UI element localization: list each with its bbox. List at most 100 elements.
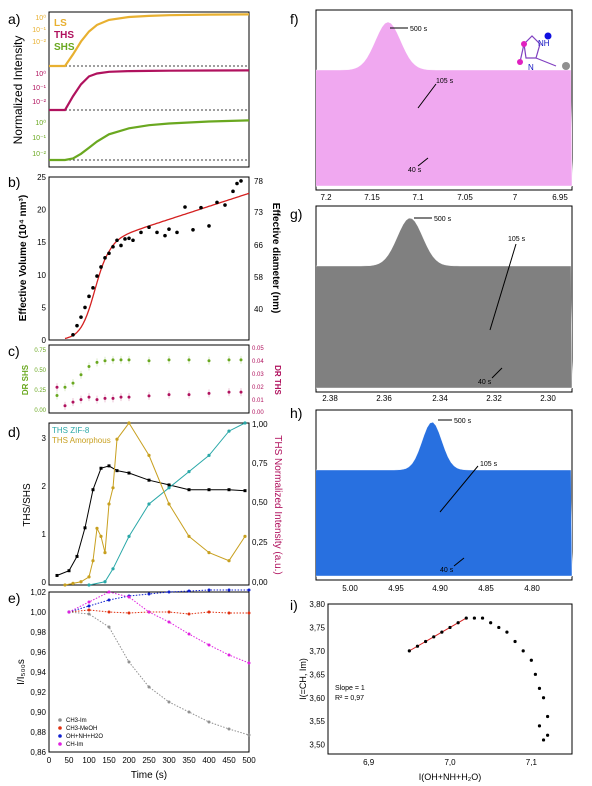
panel-i-point <box>546 733 550 737</box>
panel-b-series <box>64 179 250 340</box>
panel-a-ticks: 10⁰ 10⁻¹ 10⁻² 10⁰ 10⁻¹ 10⁻² 10⁰ 10⁻¹ 10⁻… <box>32 14 46 158</box>
panel-e-frame <box>48 591 250 753</box>
panel-c-point-shs <box>207 359 211 363</box>
panel-i-point <box>533 672 538 676</box>
panel-a-tick: 10⁻² <box>32 151 46 158</box>
panel-i-point <box>546 714 550 719</box>
panel-b-point <box>223 203 227 207</box>
panel-c-ltick: 0.50 <box>34 368 46 374</box>
panel-d-point-zif <box>243 421 247 425</box>
panel-c-point-ths <box>71 400 75 404</box>
panel-i-series <box>407 616 550 742</box>
legend-marker-ohnh <box>58 734 62 738</box>
panel-b-point <box>103 256 107 260</box>
panel-d-y2tick: 0,75 <box>252 459 268 468</box>
panel-d-point-zif <box>207 453 211 457</box>
panel-h-ann-105: 105 s <box>480 461 498 468</box>
panel-d-point-zif <box>111 567 115 571</box>
panel-d-point-zif <box>87 583 91 587</box>
panel-c-point-shs <box>63 385 67 389</box>
panel-b-point <box>155 230 159 235</box>
panel-b-point <box>131 238 135 243</box>
panel-d-series <box>55 421 247 587</box>
panel-d-point-amorphous <box>187 534 191 539</box>
panel-b-yticks: 0 5 10 15 20 25 <box>37 173 46 345</box>
panel-i-point <box>472 616 476 620</box>
panel-i-point <box>440 630 444 634</box>
panel-b-y2label: Effective diameter (nm) <box>270 203 281 314</box>
panel-c-point-ths <box>227 390 231 394</box>
panel-c-point-ths <box>119 395 123 399</box>
panel-c-point-shs <box>227 358 231 362</box>
legend-ch3meoh: CH3-MeOH <box>66 726 97 732</box>
panel-a-tick: 10⁻¹ <box>32 135 46 142</box>
panel-d-point-amorphous <box>127 421 131 425</box>
panel-d-point-amorphous <box>87 575 91 579</box>
panel-h-arrow-105 <box>439 465 479 513</box>
panel-e-ytick: 0,92 <box>30 688 46 697</box>
panel-f-xtick: 7 <box>513 193 518 202</box>
panel-d-ratio-point <box>207 488 211 492</box>
panel-i-point <box>537 686 542 690</box>
panel-label-b: b) <box>8 174 20 190</box>
panel-c-point-shs <box>55 393 59 397</box>
panel-i-point <box>537 724 542 728</box>
panel-a-line-ls <box>49 13 250 68</box>
panel-d-ratio-point <box>91 488 95 492</box>
panel-e-ytick: 0,88 <box>30 728 46 737</box>
panel-g-xtick: 2.32 <box>486 394 502 403</box>
panel-b-point <box>71 332 75 337</box>
panel-b-point <box>163 233 167 238</box>
panel-b-point <box>75 323 79 328</box>
panel-b-point <box>239 179 243 183</box>
panel-i-point <box>497 625 501 630</box>
panel-e-ylabel: I/I₅₀₀s <box>16 659 27 685</box>
panel-d-point-amorphous <box>227 559 231 563</box>
panel-h-spectra <box>316 421 573 577</box>
panel-a-line-ths <box>49 69 250 112</box>
panel-g-spectra <box>316 217 573 389</box>
panel-e-point-oh-nh-h2o <box>247 588 251 592</box>
panel-a-series <box>49 13 250 162</box>
panel-c-point-ths <box>79 398 83 402</box>
panel-b-ytick: 20 <box>37 206 46 215</box>
panel-e-xtick: 100 <box>82 756 96 765</box>
panel-e-xtick: 400 <box>202 756 216 765</box>
panel-c-point-ths <box>103 396 107 400</box>
panel-i-ytick: 3,55 <box>309 717 325 726</box>
panel-a-tick: 10⁻² <box>32 99 46 106</box>
panel-e-xtick: 150 <box>102 756 116 765</box>
panel-i-ytick: 3,75 <box>309 623 325 632</box>
panel-d-ratio-point <box>75 554 79 558</box>
panel-e-ytick: 1,02 <box>30 588 46 597</box>
panel-b-point <box>199 205 203 210</box>
panel-b-point <box>147 225 151 230</box>
panel-c-point-ths <box>55 385 59 389</box>
legend-ch3im: CH3-Im <box>66 718 87 724</box>
h-series-spectrum <box>316 421 573 577</box>
panel-h-ann-40: 40 s <box>440 567 454 574</box>
legend-ohnh: OH+NH+H2O <box>66 734 103 740</box>
panel-d-ratio-point <box>243 489 247 493</box>
panel-c-ylabel-right: DR THS <box>273 365 282 395</box>
panel-d-point-zif <box>187 470 191 474</box>
panel-d-point-amorphous <box>107 502 111 506</box>
panel-c-ltick: 0.25 <box>34 388 46 394</box>
panel-c-point-ths <box>207 391 211 395</box>
panel-b-point <box>167 227 171 231</box>
panel-d-ratio-line <box>56 465 246 576</box>
panel-c-point-shs <box>119 358 123 362</box>
panel-a-ylabel: Normalized Intensity <box>11 36 25 145</box>
panel-c-rtick: 0.01 <box>252 398 264 404</box>
panel-e-xtick: 0 <box>47 756 52 765</box>
mol-n: N <box>528 63 534 72</box>
panel-c-rtick: 0.00 <box>252 410 264 416</box>
panel-g: 2.38 2.36 2.34 2.32 2.30 500 s 105 s 40 … <box>315 205 573 403</box>
panel-c-point-ths <box>127 395 131 399</box>
panel-e-ytick: 0,98 <box>30 628 46 637</box>
panel-d-ratio-point <box>55 573 59 577</box>
panel-b-ytick: 25 <box>37 173 46 182</box>
panel-b-point <box>215 200 219 205</box>
legend-marker-ch3im <box>58 718 62 722</box>
panel-f-ann-500: 500 s <box>410 26 428 33</box>
